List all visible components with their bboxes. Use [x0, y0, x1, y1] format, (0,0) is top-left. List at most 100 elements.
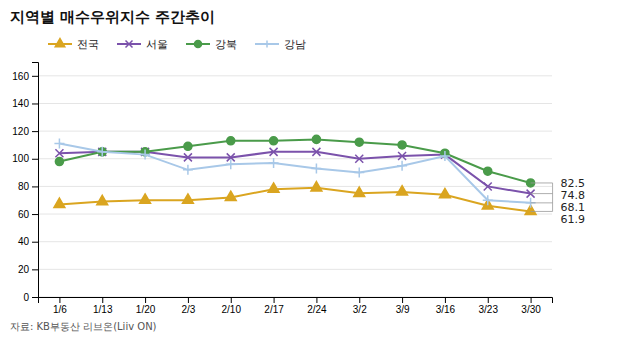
- data-point: [355, 155, 363, 163]
- data-point: [54, 198, 65, 207]
- tick-label: 3/2: [353, 304, 367, 315]
- tick-mark: [32, 76, 38, 77]
- tick-mark: [32, 297, 38, 298]
- plot-area: [54, 135, 536, 214]
- tick-label: 0: [23, 292, 29, 303]
- data-point: [311, 182, 322, 191]
- data-point: [398, 152, 406, 160]
- tick-mark: [32, 214, 38, 215]
- y-tick: 60: [18, 209, 38, 220]
- data-point: [354, 168, 364, 178]
- tick-label: 1/20: [136, 304, 156, 315]
- data-point: [397, 186, 408, 195]
- y-tick: 0: [23, 292, 38, 303]
- legend-marker: [55, 39, 65, 47]
- x-tick: 3/9: [396, 297, 410, 315]
- grid-line: [38, 103, 552, 104]
- x-tick: 2/10: [222, 297, 242, 315]
- tick-mark: [145, 297, 146, 303]
- tick-mark: [59, 297, 60, 303]
- end-label: 61.9: [561, 213, 586, 226]
- data-point: [439, 188, 450, 197]
- data-point: [98, 148, 106, 156]
- x-tick: 3/23: [479, 297, 499, 315]
- tick-label: 40: [18, 236, 30, 247]
- connector: [531, 202, 553, 203]
- connector: [531, 211, 553, 212]
- end-labels: 82.574.868.161.9: [531, 177, 586, 226]
- connector: [531, 193, 553, 194]
- x-tick: 3/2: [353, 297, 367, 315]
- data-point: [226, 159, 236, 169]
- grid-line: [38, 158, 552, 159]
- grid-line: [38, 131, 552, 132]
- source: 자료: KB부동산 리브온(Liiv ON): [10, 321, 157, 332]
- data-point: [140, 194, 151, 203]
- tick-mark: [32, 159, 38, 160]
- tick-mark: [488, 297, 489, 303]
- data-point: [184, 153, 192, 161]
- chart: 지역별 매수우위지수 주간추이1/61/131/202/32/102/172/2…: [0, 0, 630, 337]
- data-point: [398, 141, 406, 149]
- tick-label: 3/23: [479, 304, 499, 315]
- grid-line: [38, 214, 552, 215]
- axis-line: [32, 63, 39, 298]
- x-tick: 2/24: [307, 297, 327, 315]
- data-point: [484, 167, 492, 175]
- legend: 전국서울강북강남: [48, 38, 306, 51]
- tick-label: 60: [18, 209, 30, 220]
- tick-mark: [402, 297, 403, 303]
- tick-label: 140: [12, 98, 29, 109]
- data-point: [55, 157, 63, 165]
- axis-line: [39, 298, 553, 304]
- data-point: [397, 161, 407, 171]
- tick-mark: [274, 297, 275, 303]
- data-point: [183, 165, 193, 175]
- legend-marker: [194, 40, 201, 47]
- tick-label: 1/13: [93, 304, 113, 315]
- y-tick: 160: [12, 71, 38, 82]
- tick-mark: [231, 297, 232, 303]
- tick-mark: [445, 297, 446, 303]
- data-point: [184, 142, 192, 150]
- tick-label: 160: [12, 71, 29, 82]
- x-axis: 1/61/131/202/32/102/172/243/23/93/163/23…: [39, 297, 553, 315]
- tick-mark: [32, 131, 38, 132]
- tick-mark: [32, 103, 38, 104]
- x-tick: 1/6: [53, 297, 67, 315]
- tick-label: 2/10: [222, 304, 242, 315]
- grid-line: [38, 269, 552, 270]
- tick-mark: [316, 297, 317, 303]
- data-point: [312, 135, 320, 143]
- x-tick: 2/3: [181, 297, 195, 315]
- tick-label: 20: [18, 264, 30, 275]
- legend-item: 강남: [255, 38, 306, 51]
- tick-mark: [359, 297, 360, 303]
- legend-item: 전국: [48, 38, 99, 51]
- data-point: [55, 149, 63, 157]
- grid: [38, 76, 552, 297]
- data-point: [97, 195, 108, 204]
- data-point: [98, 148, 106, 156]
- y-tick: 120: [12, 126, 38, 137]
- series-markers: [55, 135, 534, 187]
- y-tick: 140: [12, 98, 38, 109]
- data-point: [270, 148, 278, 156]
- series-line: [59, 139, 530, 183]
- data-point: [354, 187, 365, 196]
- tick-label: 2/17: [264, 304, 284, 315]
- x-tick: 3/30: [521, 297, 541, 315]
- series-line: [59, 144, 530, 203]
- connector: [531, 182, 553, 183]
- tick-mark: [32, 242, 38, 243]
- data-point: [54, 139, 64, 149]
- tick-label: 2/24: [307, 304, 327, 315]
- legend-label: 강북: [215, 38, 237, 51]
- tick-label: 3/30: [521, 304, 541, 315]
- data-point: [182, 194, 193, 203]
- data-point: [312, 148, 320, 156]
- legend-marker: [264, 41, 271, 48]
- tick-label: 100: [12, 153, 29, 164]
- bracket: [552, 183, 553, 211]
- grid-line: [38, 241, 552, 242]
